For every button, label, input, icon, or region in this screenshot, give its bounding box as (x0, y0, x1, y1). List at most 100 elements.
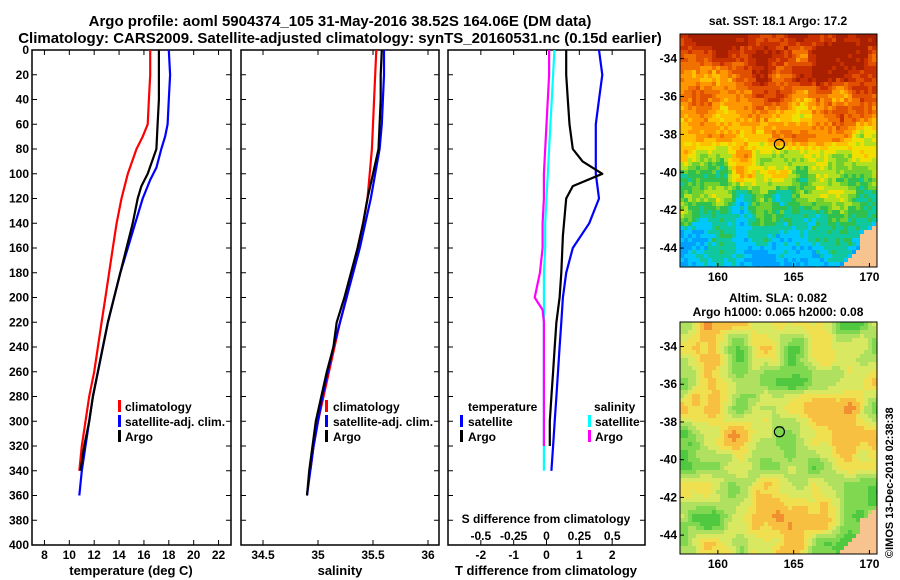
map-cell (844, 366, 848, 370)
map-cell (836, 374, 840, 378)
map-cell (692, 170, 696, 174)
map-cell (680, 434, 684, 438)
map-cell (780, 174, 784, 178)
map-cell (824, 186, 828, 190)
map-cell (852, 226, 856, 230)
map-cell (724, 378, 728, 382)
map-cell (700, 58, 704, 62)
map-cell (852, 246, 856, 250)
map-cell (868, 158, 872, 162)
map-cell (812, 110, 816, 114)
map-cell (680, 358, 684, 362)
map-cell (808, 410, 812, 414)
map-cell (840, 402, 844, 406)
map-cell (780, 110, 784, 114)
map-cell (776, 386, 780, 390)
map-cell (760, 62, 764, 66)
map-cell (764, 378, 768, 382)
map-cell (848, 170, 852, 174)
map-cell (840, 226, 844, 230)
map-cell (776, 234, 780, 238)
map-cell (692, 118, 696, 122)
map-cell (808, 34, 812, 38)
map-cell (824, 70, 828, 74)
map-cell (844, 242, 848, 246)
map-cell (744, 342, 748, 346)
series-line-t-satellite (550, 50, 604, 471)
map-cell (748, 46, 752, 50)
map-cell (696, 78, 700, 82)
map-cell (816, 258, 820, 262)
map-cell (688, 110, 692, 114)
map-cell (780, 78, 784, 82)
y-tick-label: 320 (9, 439, 29, 453)
map-cell (812, 410, 816, 414)
map-cell (732, 210, 736, 214)
map-cell (868, 370, 872, 374)
map-cell (860, 78, 864, 82)
map-cell (796, 366, 800, 370)
map-cell (824, 330, 828, 334)
map-cell (696, 210, 700, 214)
map-cell (872, 174, 876, 178)
map-cell (776, 62, 780, 66)
map-cell (728, 358, 732, 362)
map-cell (788, 330, 792, 334)
map-cell (748, 78, 752, 82)
map-cell (716, 342, 720, 346)
map-cell (800, 86, 804, 90)
map-cell (840, 442, 844, 446)
map-cell (784, 346, 788, 350)
map-cell (864, 230, 868, 234)
map-cell (824, 458, 828, 462)
map-cell (720, 422, 724, 426)
map-cell (824, 162, 828, 166)
map-cell (828, 186, 832, 190)
map-cell (784, 350, 788, 354)
map-cell (716, 126, 720, 130)
map-cell (856, 450, 860, 454)
map-cell (840, 38, 844, 42)
map-cell (764, 334, 768, 338)
map-cell (848, 186, 852, 190)
map-cell (680, 146, 684, 150)
map-cell (692, 46, 696, 50)
map-cell (792, 458, 796, 462)
map-cell (824, 66, 828, 70)
map-cell (836, 106, 840, 110)
map-cell (784, 446, 788, 450)
map-cell (768, 102, 772, 106)
map-cell (728, 418, 732, 422)
map-cell (724, 122, 728, 126)
map-cell (788, 114, 792, 118)
map-cell (816, 150, 820, 154)
map-cell (844, 154, 848, 158)
map-cell (796, 74, 800, 78)
map-cell (748, 110, 752, 114)
map-cell (860, 82, 864, 86)
map-cell (840, 214, 844, 218)
map-cell (684, 66, 688, 70)
map-cell (832, 134, 836, 138)
map-cell (848, 34, 852, 38)
map-cell (788, 378, 792, 382)
map-cell (744, 250, 748, 254)
map-cell (848, 190, 852, 194)
map-cell (840, 198, 844, 202)
map-cell (856, 374, 860, 378)
map-cell (728, 422, 732, 426)
map-cell (836, 174, 840, 178)
map-cell (864, 170, 868, 174)
map-cell (828, 166, 832, 170)
map-cell (820, 134, 824, 138)
map-cell (852, 118, 856, 122)
map-cell (824, 414, 828, 418)
map-cell (852, 406, 856, 410)
map-cell (860, 158, 864, 162)
map-cell (700, 402, 704, 406)
map-cell (740, 438, 744, 442)
map-cell (764, 106, 768, 110)
map-cell (816, 210, 820, 214)
map-cell (852, 442, 856, 446)
map-cell (844, 326, 848, 330)
